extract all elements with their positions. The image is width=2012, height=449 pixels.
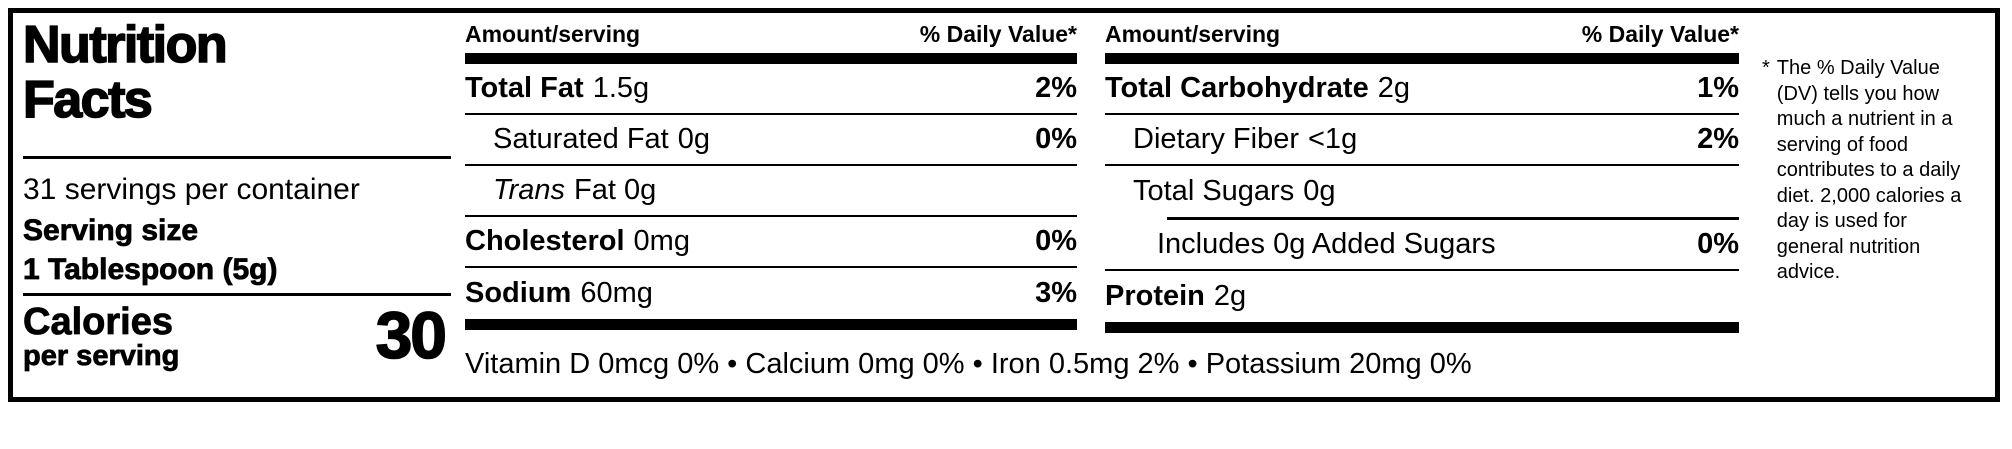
nutrient-amount: 1.5g <box>592 72 650 104</box>
nutrient-name: Sodium <box>465 277 572 309</box>
nutrient-dv: 3% <box>1035 277 1077 309</box>
nutrient-column-2: Amount/serving % Daily Value* Total Carb… <box>1105 13 1739 333</box>
nutrient-name: Total Carbohydrate <box>1105 72 1369 104</box>
nutrient-amount: 0g <box>1303 175 1336 207</box>
nutrient-row-cholesterol: Cholesterol 0mg 0% <box>465 217 1077 268</box>
nutrient-name: Saturated Fat <box>493 123 669 155</box>
nutrient-name: Cholesterol <box>465 225 625 257</box>
calories-row: Calories per serving 30 <box>23 298 451 372</box>
daily-value-footnote: * The % Daily Value (DV) tells you how m… <box>1739 13 1995 397</box>
calories-label: Calories <box>23 301 174 343</box>
nutrient-name: Total Sugars <box>1133 175 1295 207</box>
nutrition-facts-label: Nutrition Facts 31 servings per containe… <box>8 8 2000 402</box>
serving-size-value: 1 Tablespoon (5g) <box>23 253 278 287</box>
nutrient-amount: 60mg <box>580 277 653 309</box>
footnote-inner: * The % Daily Value (DV) tells you how m… <box>1762 56 1987 286</box>
column1-header-dv: % Daily Value* <box>919 21 1077 47</box>
nutrient-amount: 0g <box>677 123 710 155</box>
label-left-section: Nutrition Facts 31 servings per containe… <box>13 13 465 397</box>
nutrient-dv: 1% <box>1697 72 1739 104</box>
footnote-asterisk: * <box>1762 57 1770 79</box>
column2-footer-bar <box>1105 321 1739 333</box>
nutrient-row-trans-fat: Trans Fat 0g <box>465 166 1077 217</box>
column1-footer-bar <box>465 319 1077 330</box>
nutrient-row-total-fat: Total Fat 1.5g 2% <box>465 64 1077 115</box>
nutrient-dv: 0% <box>1035 123 1077 155</box>
serving-size-label: Serving size <box>23 214 199 248</box>
nutrient-dv: 0% <box>1035 225 1077 257</box>
column2-header-dv: % Daily Value* <box>1581 21 1739 47</box>
nutrient-row-added-sugars: Includes 0g Added Sugars 0% <box>1105 220 1739 271</box>
nutrient-dv: 2% <box>1035 72 1077 104</box>
nutrient-columns: Amount/serving % Daily Value* Total Fat … <box>465 13 1739 333</box>
nutrient-row-sodium: Sodium 60mg 3% <box>465 268 1077 319</box>
nutrient-row-total-sugars: Total Sugars 0g <box>1105 166 1739 217</box>
column1-header-bar <box>465 53 1077 64</box>
nutrient-dv: 0% <box>1697 227 1739 260</box>
column2-header: Amount/serving % Daily Value* <box>1105 13 1739 53</box>
nutrient-name: Includes 0g Added Sugars <box>1157 227 1496 260</box>
title-divider-rule <box>23 156 451 159</box>
nutrient-amount: <1g <box>1308 123 1358 155</box>
column1-header-amount: Amount/serving <box>465 21 641 47</box>
total-sugars-indented-rule <box>1167 217 1739 220</box>
label-title-line2: Facts <box>22 71 153 129</box>
nutrient-amount: Fat 0g <box>573 174 657 206</box>
column2-header-amount: Amount/serving <box>1105 21 1281 47</box>
nutrient-name: Dietary Fiber <box>1133 123 1299 155</box>
calories-sublabel: per serving <box>23 340 180 372</box>
micronutrients-line: Vitamin D 0mcg 0% • Calcium 0mg 0% • Iro… <box>465 347 1472 380</box>
nutrient-row-saturated-fat: Saturated Fat 0g 0% <box>465 115 1077 166</box>
nutrient-amount: 2g <box>1213 279 1247 312</box>
label-title-line1: Nutrition <box>22 16 228 74</box>
nutrient-name: Trans <box>493 174 565 206</box>
nutrient-dv: 2% <box>1697 123 1739 155</box>
nutrient-row-total-carbohydrate: Total Carbohydrate 2g 1% <box>1105 64 1739 115</box>
nutrient-amount: 2g <box>1377 72 1410 104</box>
nutrient-row-dietary-fiber: Dietary Fiber <1g 2% <box>1105 115 1739 166</box>
calories-labels: Calories per serving <box>23 301 180 372</box>
footnote-text: The % Daily Value (DV) tells you how muc… <box>1776 57 1962 283</box>
nutrient-name: Total Fat <box>465 72 584 104</box>
servings-per-container: 31 servings per container <box>23 173 360 206</box>
nutrient-amount: 0mg <box>633 225 690 257</box>
nutrient-column-1: Amount/serving % Daily Value* Total Fat … <box>465 13 1077 333</box>
label-title: Nutrition Facts <box>22 16 451 129</box>
calories-divider-rule <box>23 293 451 296</box>
nutrient-section: Amount/serving % Daily Value* Total Fat … <box>465 13 1739 397</box>
column2-header-bar <box>1105 53 1739 64</box>
calories-value: 30 <box>375 298 448 372</box>
nutrient-name: Protein <box>1105 279 1205 312</box>
column1-header: Amount/serving % Daily Value* <box>465 13 1077 53</box>
nutrient-row-protein: Protein 2g <box>1105 271 1739 322</box>
